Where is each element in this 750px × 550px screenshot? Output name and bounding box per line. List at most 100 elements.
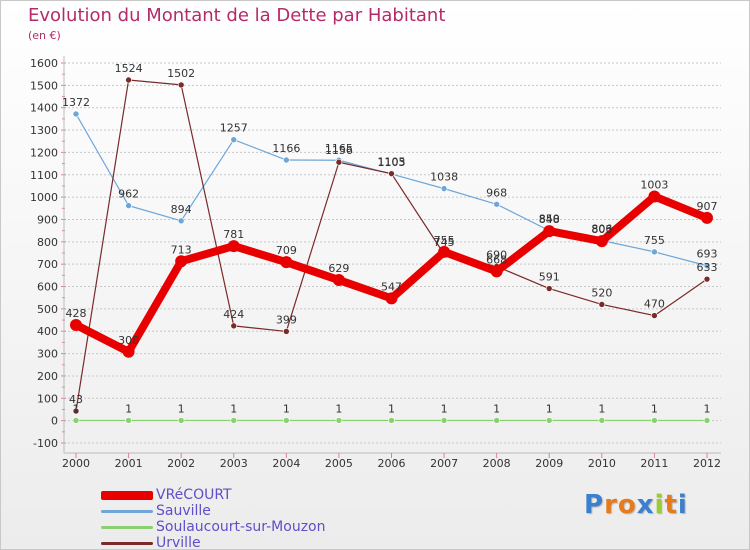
data-label-vr-court: 709 xyxy=(276,244,297,257)
y-tick-label: -100 xyxy=(33,437,58,450)
data-label-sauville: 894 xyxy=(171,203,192,216)
y-tick-label: 1300 xyxy=(30,124,58,137)
data-label-vr-court: 668 xyxy=(486,253,507,266)
y-tick-label: 800 xyxy=(37,236,58,249)
data-point-urville xyxy=(72,407,80,415)
data-label-vr-court: 308 xyxy=(118,334,139,347)
data-label-soulaucourt-sur-mouzon: 1 xyxy=(704,402,711,415)
legend-swatch-vrecourt xyxy=(101,490,153,500)
data-label-soulaucourt-sur-mouzon: 1 xyxy=(125,402,132,415)
y-tick-label: 400 xyxy=(37,325,58,338)
legend-item-vrecourt: VRéCOURT xyxy=(101,487,325,503)
legend-label-soulaucourt: Soulaucourt-sur-Mouzon xyxy=(156,519,326,535)
data-point-vr-court xyxy=(490,265,503,278)
data-label-sauville: 1103 xyxy=(378,156,406,169)
data-point-soulaucourt-sur-mouzon xyxy=(651,417,658,424)
data-point-vr-court xyxy=(175,255,188,268)
data-point-urville xyxy=(230,322,238,330)
data-point-urville xyxy=(335,158,343,166)
data-point-sauville xyxy=(703,262,711,270)
x-tick-label: 2011 xyxy=(640,457,668,470)
data-label-vr-court: 428 xyxy=(66,307,87,320)
data-label-vr-court: 1003 xyxy=(640,178,668,191)
data-label-vr-court: 848 xyxy=(539,213,560,226)
data-point-sauville xyxy=(230,136,238,143)
data-label-soulaucourt-sur-mouzon: 1 xyxy=(598,402,605,415)
data-label-sauville: 1372 xyxy=(62,96,90,109)
data-label-vr-court: 803 xyxy=(591,223,612,236)
data-point-urville xyxy=(388,170,395,177)
data-label-urville: 690 xyxy=(486,248,507,261)
data-point-vr-court xyxy=(332,274,345,287)
data-label-soulaucourt-sur-mouzon: 1 xyxy=(335,402,342,415)
data-point-soulaucourt-sur-mouzon xyxy=(230,417,238,424)
data-label-urville: 1156 xyxy=(325,144,353,157)
data-label-urville: 424 xyxy=(223,308,244,321)
data-point-sauville xyxy=(177,217,185,225)
data-label-urville: 470 xyxy=(644,298,665,311)
x-tick-label: 2002 xyxy=(167,457,195,470)
data-point-sauville xyxy=(651,248,658,256)
data-point-soulaucourt-sur-mouzon xyxy=(72,417,80,424)
x-tick-label: 2004 xyxy=(272,457,300,470)
data-point-vr-court xyxy=(227,240,240,253)
logo-letter: i xyxy=(654,490,665,520)
data-label-urville: 1524 xyxy=(115,62,143,75)
y-tick-label: 600 xyxy=(37,281,58,294)
data-label-soulaucourt-sur-mouzon: 1 xyxy=(546,402,553,415)
logo-letter: P xyxy=(584,490,605,520)
x-tick-label: 2000 xyxy=(62,457,90,470)
y-tick-label: 1100 xyxy=(30,169,58,182)
data-point-soulaucourt-sur-mouzon xyxy=(388,417,395,424)
legend-label-sauville: Sauville xyxy=(156,503,211,519)
legend-item-soulaucourt: Soulaucourt-sur-Mouzon xyxy=(101,519,325,535)
y-tick-label: 200 xyxy=(37,370,58,383)
data-point-soulaucourt-sur-mouzon xyxy=(335,417,343,424)
data-point-sauville xyxy=(125,202,132,209)
data-label-soulaucourt-sur-mouzon: 1 xyxy=(283,402,290,415)
data-label-urville: 745 xyxy=(434,236,455,249)
data-point-urville xyxy=(283,328,290,335)
logo-letter: i xyxy=(677,490,688,520)
data-point-sauville xyxy=(72,110,80,118)
y-tick-label: 1600 xyxy=(30,57,58,70)
data-point-vr-court xyxy=(438,245,451,258)
data-label-sauville: 1257 xyxy=(220,122,248,135)
y-tick-label: 1500 xyxy=(30,79,58,92)
data-label-sauville: 1166 xyxy=(272,142,300,155)
legend-swatch-sauville xyxy=(101,509,153,513)
x-tick-label: 2001 xyxy=(115,457,143,470)
data-label-soulaucourt-sur-mouzon: 1 xyxy=(178,402,185,415)
data-point-vr-court xyxy=(122,345,135,358)
data-label-vr-court: 547 xyxy=(381,280,402,293)
data-label-sauville: 1038 xyxy=(430,171,458,184)
y-tick-label: 1400 xyxy=(30,102,58,115)
x-tick-label: 2005 xyxy=(325,457,353,470)
y-tick-label: 1000 xyxy=(30,191,58,204)
data-label-urville: 591 xyxy=(539,271,560,284)
y-tick-label: 0 xyxy=(51,415,58,428)
data-point-vr-court xyxy=(543,225,556,238)
legend-label-urville: Urville xyxy=(156,535,201,550)
data-label-vr-court: 781 xyxy=(223,228,244,241)
legend: VRéCOURT Sauville Soulaucourt-sur-Mouzon… xyxy=(101,487,325,550)
data-label-sauville: 806 xyxy=(591,222,612,235)
data-point-soulaucourt-sur-mouzon xyxy=(493,417,500,424)
data-label-sauville: 850 xyxy=(539,213,560,226)
logo-letter: x xyxy=(636,490,655,520)
data-label-soulaucourt-sur-mouzon: 1 xyxy=(493,402,500,415)
data-point-urville xyxy=(125,76,132,84)
data-label-vr-court: 713 xyxy=(171,243,192,256)
y-tick-label: 900 xyxy=(37,213,58,226)
legend-item-sauville: Sauville xyxy=(101,503,325,519)
data-label-vr-court: 907 xyxy=(697,200,718,213)
data-point-soulaucourt-sur-mouzon xyxy=(283,417,290,424)
data-label-sauville: 755 xyxy=(644,234,665,247)
data-point-urville xyxy=(598,301,606,308)
x-tick-label: 2006 xyxy=(378,457,406,470)
legend-swatch-soulaucourt xyxy=(101,525,153,529)
x-tick-label: 2012 xyxy=(693,457,721,470)
data-label-soulaucourt-sur-mouzon: 1 xyxy=(73,402,80,415)
data-point-soulaucourt-sur-mouzon xyxy=(598,417,606,424)
